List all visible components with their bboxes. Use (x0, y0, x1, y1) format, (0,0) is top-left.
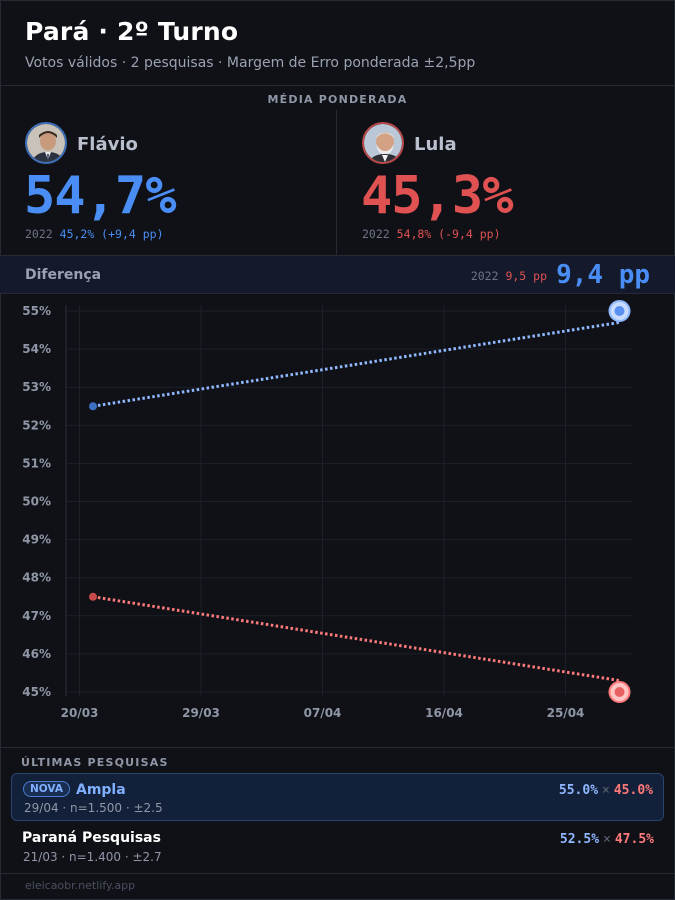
candidate-name: Lula (414, 134, 457, 155)
trend-chart: 55%54%53%52%51%50%49%48%47%46%45% 20/03 2… (22, 300, 633, 720)
difference-bar: Diferença 2022 9,5 pp 9,4 pp (0, 255, 675, 294)
weighted-average-label: MÉDIA PONDERADA (267, 93, 408, 106)
difference-value: 9,4 pp (556, 260, 650, 290)
previous-value: 45,2% (+9,4 pp) (59, 227, 164, 241)
y-tick-label: 52% (22, 418, 51, 432)
result-b: 47.5% (614, 832, 654, 847)
x-tick-label: 16/04 (425, 706, 463, 720)
avatar-lula-icon (364, 124, 402, 162)
footer-link[interactable]: eleicaobr.netlify.app (25, 879, 136, 892)
x-tick-label: 20/03 (61, 706, 99, 720)
pollster-name: Ampla (75, 782, 126, 798)
pollster-name: Paraná Pesquisas (22, 830, 161, 846)
y-tick-label: 45% (22, 685, 51, 699)
poll-name: Paraná Pesquisas (22, 830, 161, 846)
candidate-card-lula: Lula 45,3% 2022 54,8% (-9,4 pp) (337, 110, 675, 255)
previous-year: 2022 (470, 269, 499, 283)
latest-data-point-core (614, 306, 625, 316)
new-badge: NOVA (23, 781, 70, 797)
series-trend-line (92, 320, 620, 408)
y-tick-label: 53% (22, 380, 51, 394)
poll-meta: 21/03 · n=1.400 · ±2.7 (23, 850, 162, 864)
previous-year: 2022 (362, 227, 390, 241)
x-axis-ticks: 20/03 29/03 07/04 16/04 25/04 (61, 706, 585, 720)
candidate-name: Flávio (77, 134, 138, 155)
page-footer: eleicaobr.netlify.app (0, 873, 675, 900)
y-tick-label: 49% (22, 533, 51, 547)
page-header: Pará · 2º Turno Votos válidos · 2 pesqui… (0, 0, 675, 86)
poll-meta: 29/04 · n=1.500 · ±2.5 (24, 801, 163, 815)
y-tick-label: 55% (22, 304, 51, 318)
latest-data-point-core (614, 687, 625, 697)
y-tick-label: 48% (22, 571, 51, 585)
chart-grid (65, 305, 633, 696)
page-subtitle: Votos válidos · 2 pesquisas · Margem de … (25, 55, 476, 71)
candidate-percentage: 54,7% (24, 166, 177, 226)
previous-value: 54,8% (-9,4 pp) (396, 227, 501, 241)
avatar-flavio-icon (27, 124, 65, 162)
poll-result: 52.5% × 47.5% (560, 832, 654, 847)
previous-value: 9,5 pp (505, 269, 547, 283)
y-tick-label: 51% (22, 456, 51, 470)
previous-year: 2022 (25, 227, 53, 241)
result-a: 52.5% (559, 832, 600, 847)
y-tick-label: 46% (22, 647, 51, 661)
x-tick-label: 07/04 (304, 706, 342, 720)
candidate-previous: 2022 54,8% (-9,4 pp) (362, 227, 501, 241)
data-point (89, 402, 97, 411)
result-b: 45.0% (613, 783, 653, 798)
candidate-percentage: 45,3% (361, 166, 514, 226)
y-tick-label: 47% (22, 609, 51, 623)
difference-label: Diferença (25, 267, 102, 283)
y-tick-label: 50% (22, 495, 51, 509)
poll-result: 55.0% × 45.0% (559, 783, 653, 798)
y-axis-ticks: 55% 54% 53% 52% 51% 50% 49% 48% 47% 46% 45% (22, 304, 51, 699)
x-tick-label: 25/04 (547, 706, 585, 720)
candidate-card-flavio: Flávio 54,7% 2022 45,2% (+9,4 pp) (0, 110, 337, 255)
result-a: 55.0% (558, 783, 599, 798)
candidate-previous: 2022 45,2% (+9,4 pp) (25, 227, 164, 241)
avatar (25, 122, 67, 164)
series-trend-line (92, 595, 620, 683)
latest-polls: ÚLTIMAS PESQUISAS NOVA Ampla 29/04 · n=1.… (0, 747, 675, 864)
poll-item[interactable]: Paraná Pesquisas 21/03 · n=1.400 · ±2.7 … (11, 823, 664, 871)
poll-name: NOVA Ampla (23, 781, 126, 798)
result-separator: × (603, 832, 611, 847)
y-tick-label: 54% (22, 342, 51, 356)
poll-item[interactable]: NOVA Ampla 29/04 · n=1.500 · ±2.5 55.0% × 4… (11, 773, 664, 821)
x-tick-label: 29/03 (182, 706, 220, 720)
data-point (89, 592, 97, 601)
result-separator: × (602, 783, 610, 798)
difference-previous: 2022 9,5 pp (471, 269, 547, 283)
chart-series (89, 300, 631, 703)
page-title: Pará · 2º Turno (25, 17, 239, 46)
latest-polls-label: ÚLTIMAS PESQUISAS (21, 756, 169, 769)
avatar (362, 122, 404, 164)
